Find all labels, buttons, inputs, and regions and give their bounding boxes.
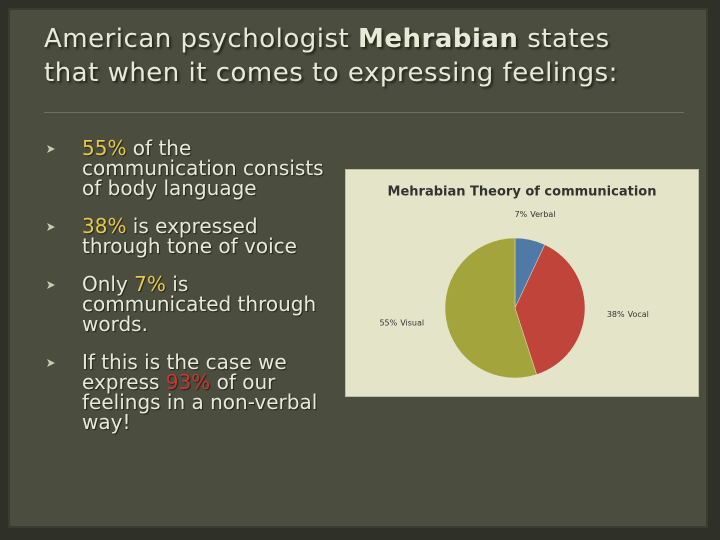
category-label: Verbal (530, 210, 555, 219)
highlight: 38% (82, 214, 127, 238)
pie-slice (514, 244, 586, 375)
title-emphasis: Mehrabian (357, 24, 519, 54)
bullet-text: of the communication consists of body la… (82, 136, 324, 200)
bullet: 38% is expressed through tone of voice (44, 216, 334, 256)
bullet-text: Only (82, 272, 135, 296)
bullet: If this is the case we express 93% of ou… (44, 352, 334, 432)
bullet-text: is communicated through words. (82, 272, 317, 336)
data-label: 55% Visual (379, 318, 424, 327)
bullet-arrow (47, 145, 55, 153)
slide-title: American psychologist Mehrabian states t… (44, 22, 644, 90)
bullet-arrow (47, 223, 55, 231)
value-label: 38% (607, 309, 625, 318)
chart-box: Mehrabian Theory of communication 7% Verb… (345, 169, 699, 397)
bullet-text: of our feelings in a non-verbal way! (82, 370, 318, 434)
divider (44, 112, 684, 113)
bullet: Only 7% is communicated through words. (44, 274, 334, 334)
data-label: 7% Verbal (515, 210, 556, 219)
bullet-marker (47, 223, 55, 231)
bullet-text: If this is the case we express (82, 350, 287, 394)
data-label: 38% Vocal (607, 309, 649, 318)
bullet-arrow (47, 359, 55, 367)
highlight: 55% (82, 136, 127, 160)
title-text: states that when it comes to expressing … (44, 24, 618, 88)
highlight: 7% (134, 272, 166, 296)
chart: Mehrabian Theory of communication 7% Verb… (379, 185, 657, 379)
bullet-marker (47, 281, 55, 289)
highlight: 93% (165, 370, 211, 394)
bullet-text: is expressed through tone of voice (82, 214, 297, 258)
bullet-arrow (47, 281, 55, 289)
bullet-list: 55% of the communication consists of bod… (44, 138, 334, 450)
bullet: 55% of the communication consists of bod… (44, 138, 334, 198)
title-text: American psychologist (44, 24, 358, 54)
value-label: 7% (515, 210, 528, 219)
pie-slice (444, 237, 537, 379)
bullet-marker (47, 359, 55, 367)
value-label: 55% (379, 318, 397, 327)
bullet-marker (47, 145, 55, 153)
chart-title: Mehrabian Theory of communication (388, 185, 657, 200)
category-label: Visual (400, 318, 424, 327)
category-label: Vocal (628, 309, 649, 318)
slide: American psychologist Mehrabian states t… (8, 8, 708, 528)
